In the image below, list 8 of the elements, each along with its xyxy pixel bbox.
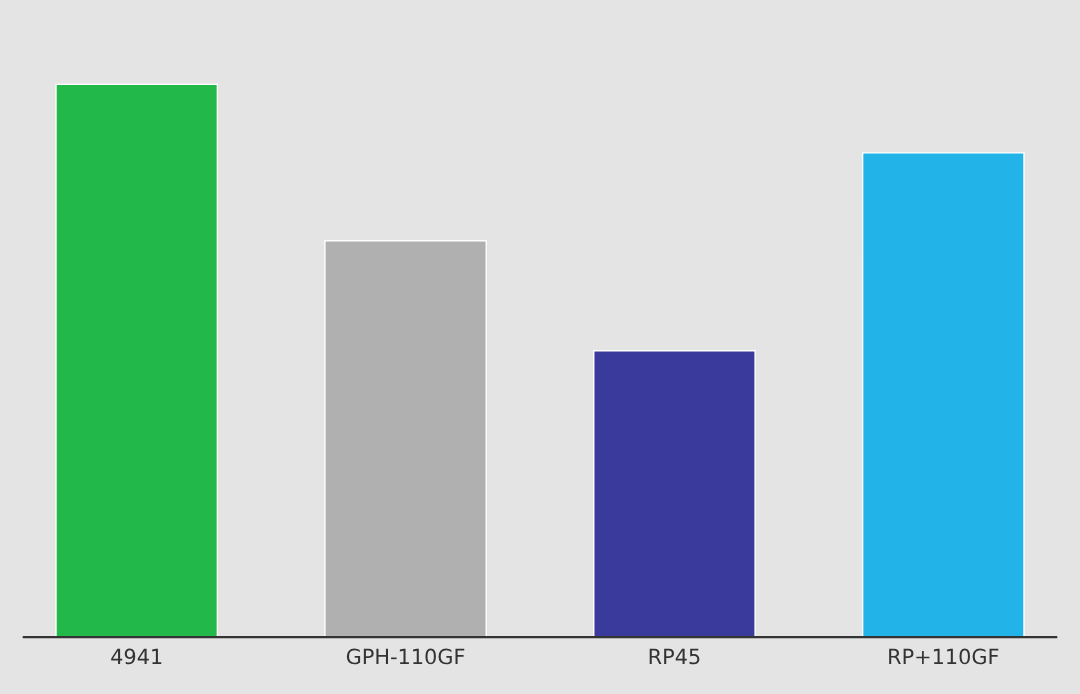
bar (861, 152, 1025, 638)
x-tick-label: 4941 (111, 648, 162, 665)
x-tick-label: RP+110GF (889, 648, 999, 665)
bar (324, 240, 487, 638)
x-tick-label: GPH-110GF (346, 648, 465, 665)
x-tick-label: RP45 (649, 648, 700, 665)
bar (593, 350, 756, 638)
bar (55, 83, 219, 638)
